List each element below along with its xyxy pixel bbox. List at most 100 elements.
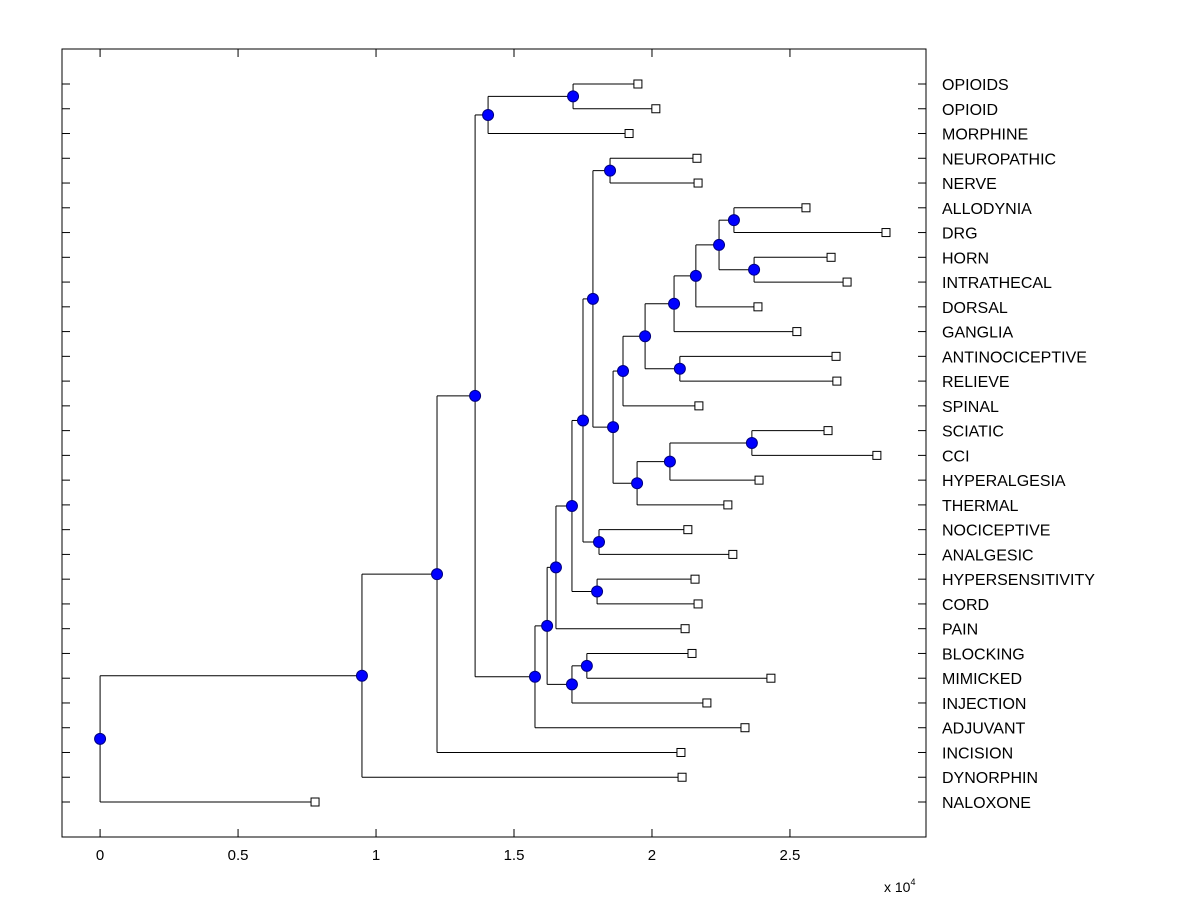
- leaf-marker: [694, 401, 704, 411]
- leaf-marker: [624, 129, 634, 139]
- cluster-node: [748, 263, 761, 276]
- cluster-node: [592, 536, 605, 549]
- leaf-marker: [823, 426, 833, 436]
- cluster-node: [668, 297, 681, 310]
- cluster-node: [431, 568, 444, 581]
- leaf-label: PAIN: [942, 622, 978, 639]
- leaf-markers: [310, 79, 891, 807]
- leaf-label: MIMICKED: [942, 671, 1022, 688]
- leaf-marker: [651, 104, 661, 114]
- leaf-label: HYPERALGESIA: [942, 473, 1066, 490]
- leaf-marker: [687, 648, 697, 658]
- leaf-marker: [723, 500, 733, 510]
- x-tick-label: 0: [96, 847, 104, 864]
- cluster-node: [713, 238, 726, 251]
- y-axis-ticks: [62, 83, 926, 803]
- leaf-label: BLOCKING: [942, 646, 1025, 663]
- leaf-label: DORSAL: [942, 300, 1008, 317]
- leaf-marker: [728, 549, 738, 559]
- leaf-marker: [310, 797, 320, 807]
- plot-frame: [61, 48, 927, 838]
- x-multiplier-exponent: 4: [910, 877, 915, 887]
- leaf-marker: [826, 252, 836, 262]
- cluster-node: [482, 108, 495, 121]
- leaf-label: THERMAL: [942, 498, 1019, 515]
- x-multiplier-base: x 10: [884, 879, 911, 895]
- x-axis-ticks: 0 0.5 1 1.5 2 2.5: [96, 49, 800, 864]
- leaf-marker: [702, 698, 712, 708]
- cluster-node: [567, 90, 580, 103]
- x-tick-label: 2.5: [780, 847, 801, 864]
- leaf-marker: [801, 203, 811, 213]
- cluster-node: [639, 330, 652, 343]
- cluster-node: [580, 659, 593, 672]
- leaf-label: CCI: [942, 448, 970, 465]
- cluster-node: [565, 500, 578, 513]
- cluster-node: [617, 365, 630, 378]
- node-markers: [94, 90, 761, 745]
- leaf-marker: [692, 153, 702, 163]
- leaf-label: ANALGESIC: [942, 547, 1034, 564]
- leaf-marker: [693, 178, 703, 188]
- leaf-label: NEUROPATHIC: [942, 151, 1056, 168]
- leaf-label: OPIOIDS: [942, 77, 1009, 94]
- cluster-node: [689, 269, 702, 282]
- leaf-label: CORD: [942, 597, 989, 614]
- leaf-label: ADJUVANT: [942, 721, 1025, 738]
- leaf-marker: [677, 772, 687, 782]
- leaf-marker: [881, 228, 891, 238]
- plot-background: [62, 49, 926, 837]
- leaf-label: NERVE: [942, 176, 997, 193]
- cluster-node: [631, 477, 644, 490]
- leaf-marker: [753, 302, 763, 312]
- cluster-node: [565, 678, 578, 691]
- x-tick-label: 1.5: [504, 847, 525, 864]
- leaf-marker: [676, 747, 686, 757]
- cluster-node: [745, 437, 758, 449]
- leaf-marker: [766, 673, 776, 683]
- leaf-label: HYPERSENSITIVITY: [942, 572, 1095, 589]
- x-tick-label: 0.5: [228, 847, 249, 864]
- leaf-marker: [693, 599, 703, 609]
- cluster-node: [528, 670, 541, 683]
- leaf-label: OPIOID: [942, 102, 998, 119]
- leaf-label: MORPHINE: [942, 127, 1028, 144]
- cluster-node: [541, 619, 554, 632]
- cluster-node: [94, 732, 107, 745]
- leaf-label: HORN: [942, 250, 989, 267]
- cluster-node: [604, 164, 617, 177]
- leaf-marker: [683, 525, 693, 535]
- leaf-marker: [633, 79, 643, 89]
- leaf-label: SCIATIC: [942, 424, 1004, 441]
- leaf-label: INJECTION: [942, 696, 1026, 713]
- leaf-marker: [831, 351, 841, 361]
- leaf-label: NOCICEPTIVE: [942, 523, 1050, 540]
- cluster-node: [469, 389, 482, 402]
- leaf-label: RELIEVE: [942, 374, 1010, 391]
- leaf-label: DYNORPHIN: [942, 770, 1038, 787]
- leaf-marker: [792, 327, 802, 337]
- leaf-marker: [842, 277, 852, 287]
- leaf-label: INCISION: [942, 745, 1013, 762]
- leaf-label: ALLODYNIA: [942, 201, 1032, 218]
- cluster-node: [607, 421, 620, 434]
- x-tick-label: 2: [648, 847, 656, 864]
- leaf-label: NALOXONE: [942, 795, 1031, 812]
- leaf-label: GANGLIA: [942, 325, 1013, 342]
- cluster-node: [576, 414, 589, 427]
- cluster-node: [727, 214, 740, 227]
- leaf-marker: [680, 624, 690, 634]
- cluster-node: [355, 669, 368, 682]
- leaf-marker: [754, 475, 764, 485]
- leaf-label: SPINAL: [942, 399, 999, 416]
- leaf-marker: [872, 450, 882, 460]
- x-multiplier-label: x 104: [884, 877, 915, 895]
- cluster-node: [586, 292, 599, 305]
- cluster-node: [673, 362, 686, 375]
- leaf-label: DRG: [942, 226, 978, 243]
- leaf-label: INTRATHECAL: [942, 275, 1052, 292]
- leaf-labels: OPIOIDS OPIOID MORPHINE NEUROPATHIC NERVE ALL…: [942, 77, 1095, 812]
- leaf-label: ANTINOCICEPTIVE: [942, 349, 1087, 366]
- x-tick-label: 1: [372, 847, 380, 864]
